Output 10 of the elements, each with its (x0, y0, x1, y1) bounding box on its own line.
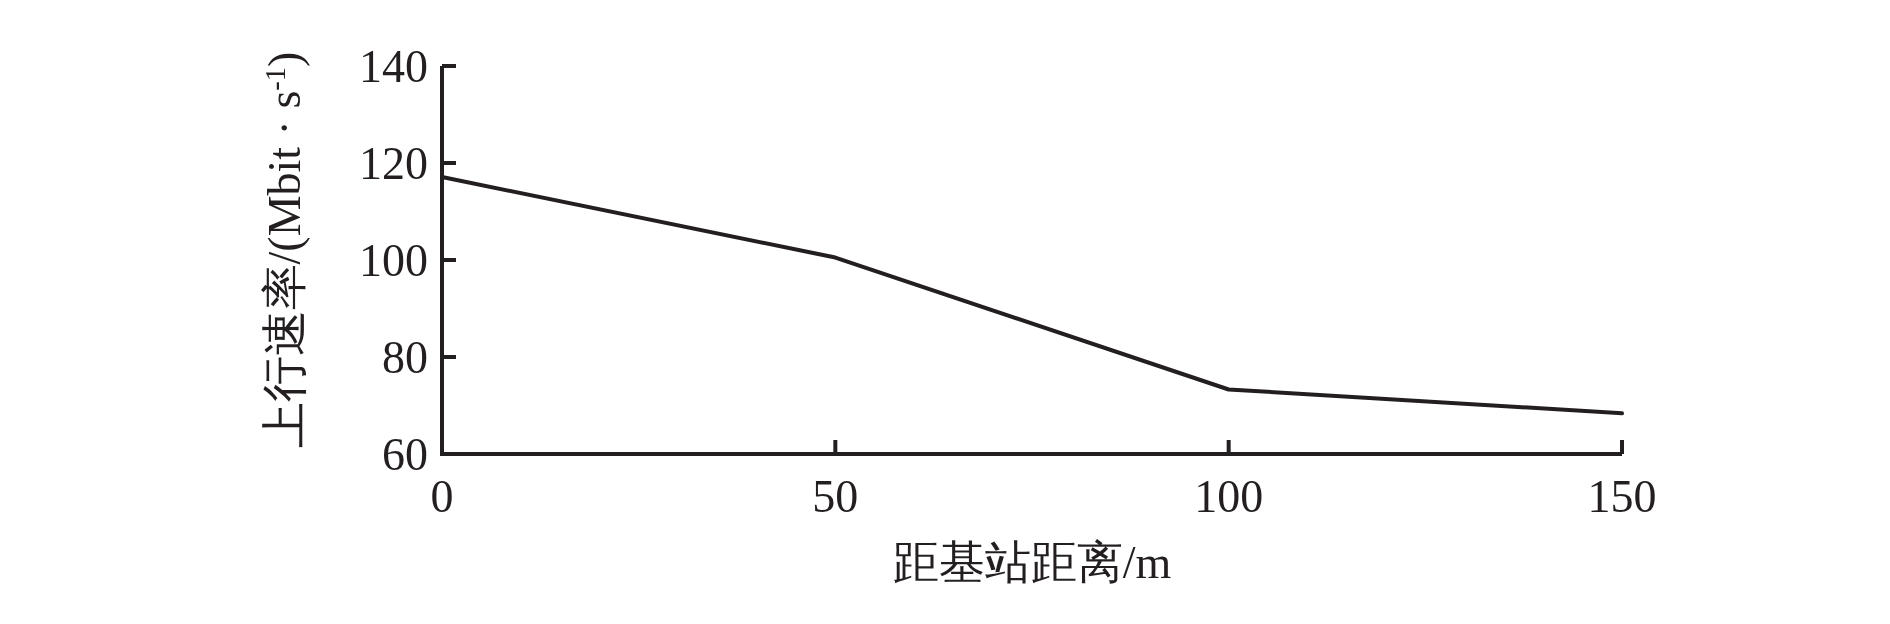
x-tick-label: 0 (430, 471, 454, 522)
y-tick-label: 80 (382, 332, 428, 384)
y-tick-label: 140 (359, 41, 428, 93)
x-tick-label: 100 (1194, 471, 1264, 522)
x-tick-label: 150 (1587, 471, 1657, 522)
y-tick-label: 120 (359, 138, 428, 190)
x-tick-label: 50 (812, 471, 859, 522)
y-tick-label: 100 (359, 235, 428, 287)
y-tick-label: 60 (382, 429, 428, 481)
x-axis-title: 距基站距离/m (892, 537, 1172, 588)
